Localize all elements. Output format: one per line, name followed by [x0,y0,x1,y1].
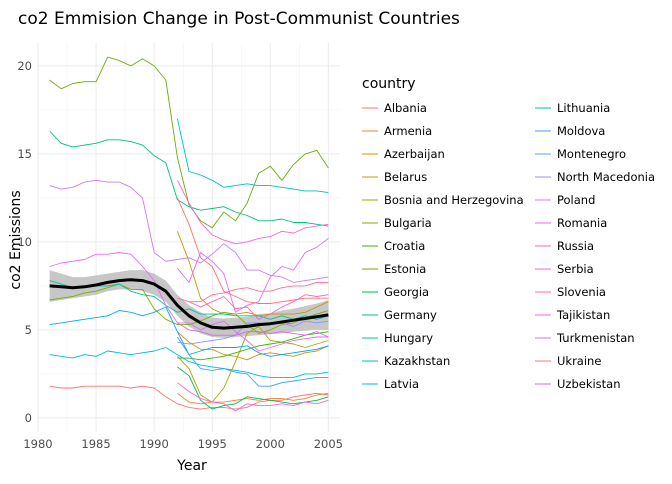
series-line-tajikistan [177,382,329,412]
legend-label: Germany [384,308,437,322]
series-line-uzbekistan [177,322,329,338]
series-line-germany [49,130,329,227]
legend-label: Poland [557,193,595,207]
series-line-azerbaijan [177,331,329,361]
y-tick-label: 20 [17,59,32,73]
legend-item-latvia: Latvia [362,377,419,391]
legend-label: Latvia [384,377,419,391]
legend-item-armenia: Armenia [362,124,432,138]
confidence-band [49,270,329,338]
legend-item-germany: Germany [362,308,437,322]
trend-line [49,278,329,330]
series-line-croatia [177,331,329,361]
legend-label: Bosnia and Herzegovina [384,193,524,207]
legend-item-croatia: Croatia [362,239,425,253]
legend-item-kazakhstan: Kazakhstan [362,354,450,368]
legend-item-bulgaria: Bulgaria [362,216,432,230]
series-line-bosnia-and-herzegovina [177,325,329,403]
legend-label: Armenia [384,124,432,138]
series-line-moldova [177,336,329,387]
series-line-albania [49,385,329,410]
legend-item-moldova: Moldova [535,124,605,138]
axis-ticks: 0 5 10 15 20 1980 1985 1990 1995 2000 2005 [17,59,343,451]
x-tick-label: 2000 [256,437,285,451]
legend-item-tajikistan: Tajikistan [535,308,610,322]
y-tick-label: 5 [25,323,32,337]
legend-label: North Macedonia [557,170,655,184]
legend-item-slovenia: Slovenia [535,285,606,299]
legend-item-north-macedonia: North Macedonia [535,170,655,184]
legend-item-albania: Albania [362,101,427,115]
legend-label: Kazakhstan [384,354,450,368]
series-line-ukraine [176,197,329,304]
legend: Albania Armenia Azerbaijan Belarus Bosnia an… [362,101,655,391]
legend-label: Moldova [557,124,605,138]
legend-label: Bulgaria [384,216,432,230]
legend-item-montenegro: Montenegro [535,147,626,161]
y-tick-label: 10 [17,235,32,249]
legend-item-belarus: Belarus [362,170,427,184]
legend-item-georgia: Georgia [362,285,429,299]
legend-item-serbia: Serbia [535,262,594,276]
legend-label: Azerbaijan [384,147,445,161]
legend-item-poland: Poland [535,193,595,207]
x-tick-label: 1990 [140,437,169,451]
series-lines [49,56,329,412]
legend-item-ukraine: Ukraine [535,354,601,368]
legend-label: Serbia [557,262,594,276]
y-axis-title: co2 Emissions [8,190,24,289]
legend-item-lithuania: Lithuania [535,101,610,115]
series-line-poland [49,179,329,283]
legend-label: Montenegro [557,147,626,161]
legend-label: Tajikistan [556,308,610,322]
x-tick-label: 2005 [314,437,343,451]
legend-label: Russia [557,239,594,253]
legend-label: Ukraine [557,354,601,368]
legend-item-russia: Russia [535,239,594,253]
legend-label: Turkmenistan [556,331,635,345]
series-line-belarus [176,231,329,317]
legend-label: Georgia [384,285,429,299]
legend-title: country [362,76,416,92]
x-tick-label: 1995 [198,437,227,451]
legend-label: Belarus [384,170,427,184]
x-tick-label: 1985 [81,437,110,451]
legend-item-azerbaijan: Azerbaijan [362,147,445,161]
legend-label: Albania [384,101,427,115]
y-tick-label: 0 [25,411,32,425]
legend-label: Estonia [384,262,426,276]
legend-item-uzbekistan: Uzbekistan [535,377,621,391]
x-axis-title: Year [176,458,207,474]
series-line-slovenia [177,281,329,303]
series-line-armenia [177,392,329,405]
series-line-kazakhstan [176,118,329,194]
series-line-estonia [49,56,329,229]
series-line-north-macedonia [177,320,329,345]
series-line-turkmenistan [177,238,329,313]
legend-label: Hungary [384,331,433,345]
series-line-romania [49,252,329,352]
legend-label: Uzbekistan [557,377,621,391]
y-tick-label: 15 [17,147,32,161]
trend-mean-line [49,278,329,330]
confidence-band-area [49,270,329,338]
series-line-latvia [49,347,329,378]
legend-item-turkmenistan: Turkmenistan [535,331,635,345]
series-line-russia [176,180,329,245]
series-line-serbia [188,294,329,320]
legend-label: Croatia [384,239,425,253]
series-line-bulgaria [49,283,329,334]
legend-item-estonia: Estonia [362,262,426,276]
legend-label: Slovenia [557,285,606,299]
x-tick-label: 1980 [23,437,52,451]
chart-title: co2 Emmision Change in Post-Communist Co… [18,9,460,29]
legend-item-romania: Romania [535,216,607,230]
legend-label: Lithuania [557,101,610,115]
legend-item-bosnia-and-herzegovina: Bosnia and Herzegovina [362,193,524,207]
legend-label: Romania [557,216,607,230]
legend-item-hungary: Hungary [362,331,433,345]
